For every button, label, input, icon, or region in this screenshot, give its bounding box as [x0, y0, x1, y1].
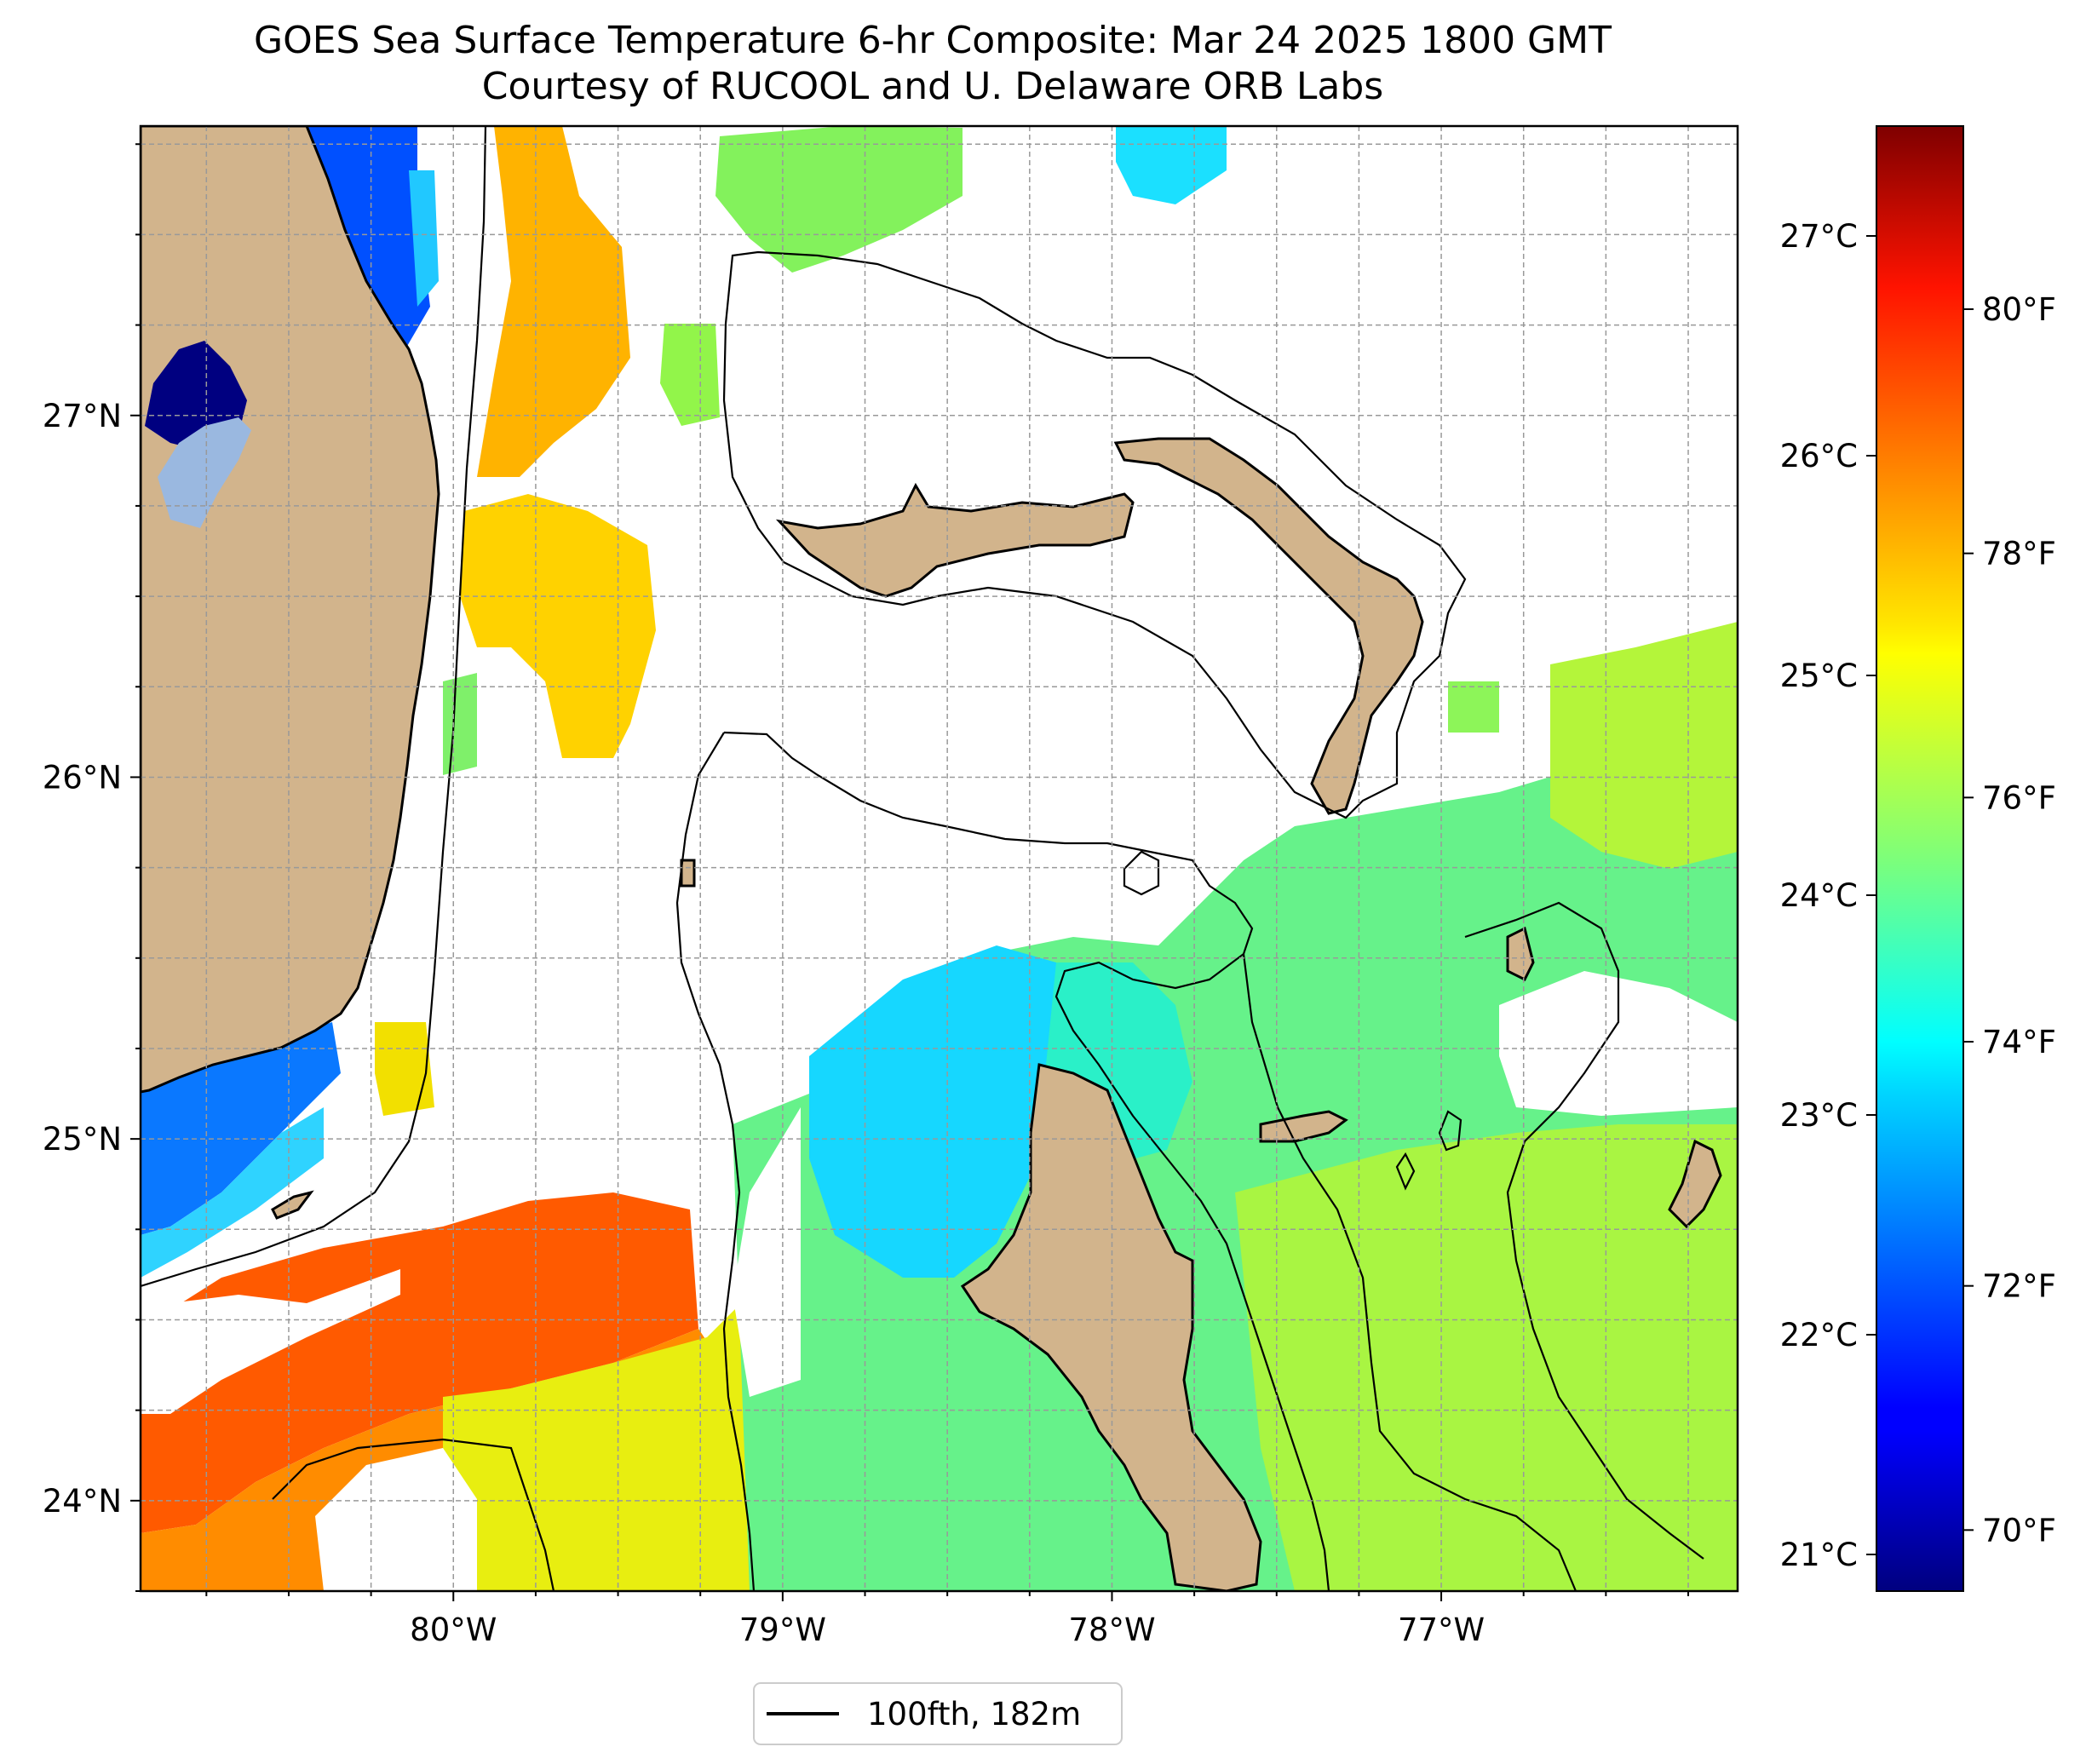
colorbar-gradient: [1876, 125, 1964, 1592]
lat-tick-label: 27°N: [43, 398, 122, 434]
sst-white-hole-sw: [315, 1448, 477, 1591]
sst-yellow-south: [443, 1124, 809, 1591]
celsius-tick-label: 25°C: [1780, 658, 1858, 694]
celsius-tick-label: 24°C: [1780, 877, 1858, 914]
celsius-tick-label: 22°C: [1780, 1317, 1858, 1353]
contour-exuma-oval-1: [1438, 1110, 1462, 1152]
contour-southwest-bump: [272, 1438, 555, 1591]
fahrenheit-tick-label: 74°F: [1982, 1024, 2056, 1060]
sst-white-east-hole: [1499, 971, 1738, 1116]
sst-map: [141, 126, 1738, 1591]
sst-cyan-keys: [141, 1107, 324, 1278]
lake-okeechobee-edge: [158, 417, 251, 528]
contour-tongue-of-ocean: [1242, 953, 1577, 1591]
sst-cyan-nearshore-north: [409, 170, 439, 307]
latitude-axis: 27°N 26°N 25°N 24°N: [43, 143, 141, 1592]
contour-rock-lagoon: [1123, 850, 1160, 896]
celsius-tick-label: 26°C: [1780, 438, 1858, 474]
sst-lime-southeast: [1235, 1124, 1738, 1591]
lat-tick-label: 25°N: [43, 1121, 122, 1158]
longitude-axis: 80°W 79°W 78°W 77°W: [205, 1591, 1690, 1648]
land-eleuthera: [1506, 926, 1535, 982]
contour-bahama-bank-south: [723, 731, 1330, 1591]
land-florida-keys: [271, 1190, 314, 1220]
fahrenheit-tick-label: 80°F: [1982, 291, 2056, 328]
land-eleuthera-south: [1668, 1139, 1722, 1229]
fahrenheit-tick-label: 70°F: [1982, 1512, 2056, 1549]
fahrenheit-tick-label: 78°F: [1982, 536, 2056, 572]
sst-blue-nearshore-north: [302, 126, 430, 358]
land-grand-bahama: [775, 482, 1135, 598]
sst-cyan-tongue: [809, 945, 1056, 1278]
fahrenheit-ticks: 80°F 78°F 76°F 74°F 72°F 70°F: [1963, 291, 2056, 1549]
sst-gulfstream-yellow: [460, 494, 656, 758]
sst-lime-east: [1550, 622, 1738, 869]
sst-green-north-top: [715, 126, 963, 273]
contour-exuma-sound: [1464, 901, 1704, 1560]
land-new-providence: [1259, 1110, 1348, 1143]
chart-subtitle: Courtesy of RUCOOL and U. Delaware ORB L…: [481, 65, 1384, 108]
temperature-colorbar: 27°C 26°C 25°C 24°C 23°C 22°C 21°C 80°F 78°F 76°…: [1780, 125, 2056, 1592]
bathymetry-contours: [141, 126, 1704, 1591]
lon-tick-label: 79°W: [739, 1612, 826, 1648]
celsius-ticks: 27°C 26°C 25°C 24°C 23°C 22°C 21°C: [1780, 218, 1876, 1573]
lon-tick-label: 77°W: [1398, 1612, 1485, 1648]
land-great-abaco: [1113, 437, 1424, 815]
contour-bahama-bank-north: [722, 250, 1467, 819]
contour-exuma-oval-2: [1395, 1152, 1416, 1191]
chart-title: GOES Sea Surface Temperature 6-hr Compos…: [253, 19, 1612, 62]
sst-white-andros-hole: [733, 1107, 801, 1397]
celsius-tick-label: 23°C: [1780, 1097, 1858, 1134]
lon-tick-label: 78°W: [1068, 1612, 1155, 1648]
legend-label: 100fth, 182m: [867, 1696, 1081, 1732]
sst-warm-sw: [141, 1192, 698, 1533]
sst-cyan-top: [1116, 126, 1227, 204]
map-gridlines: [141, 126, 1738, 1591]
sst-green-east-patch: [1448, 681, 1499, 733]
lon-tick-label: 80°W: [410, 1612, 497, 1648]
sst-green-west-strait: [443, 673, 477, 775]
fahrenheit-tick-label: 72°F: [1982, 1268, 2056, 1305]
fahrenheit-tick-label: 76°F: [1982, 779, 2056, 816]
map-frame: [139, 124, 1739, 1593]
legend-box: [753, 1682, 1123, 1745]
sst-yellow-keys: [375, 1022, 434, 1116]
map-legend: 100fth, 182m: [753, 1682, 1123, 1745]
lat-tick-label: 24°N: [43, 1483, 122, 1520]
sst-gulfstream-north: [477, 126, 630, 477]
contour-florida-east: [141, 126, 487, 1288]
celsius-tick-label: 27°C: [1780, 218, 1858, 255]
celsius-tick-label: 21°C: [1780, 1537, 1858, 1573]
sst-green-north-patch: [660, 324, 720, 426]
sst-white-hole-sw2: [141, 1269, 400, 1414]
sst-blue-florida-bay: [141, 1022, 341, 1235]
lat-tick-label: 26°N: [43, 759, 122, 796]
contour-strait-west: [675, 732, 756, 1591]
land-bimini: [680, 859, 696, 888]
